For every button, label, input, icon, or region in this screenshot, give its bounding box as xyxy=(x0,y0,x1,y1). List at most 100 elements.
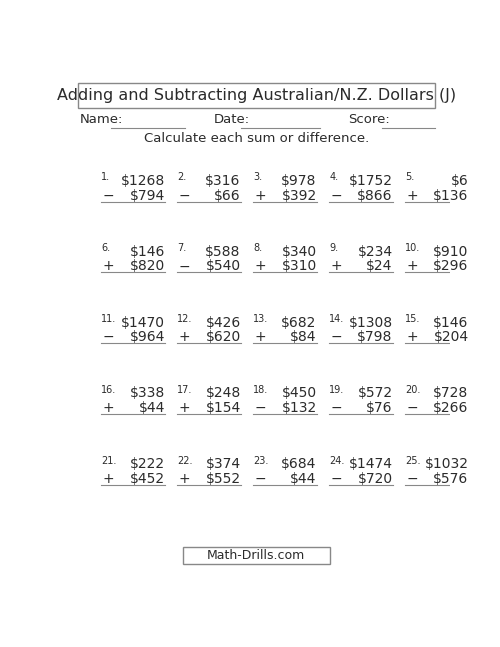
Text: $1308: $1308 xyxy=(348,316,393,329)
Text: 19.: 19. xyxy=(329,385,344,395)
Text: $44: $44 xyxy=(138,401,165,415)
Text: 6.: 6. xyxy=(101,243,110,253)
Text: $978: $978 xyxy=(282,174,316,188)
Text: $1474: $1474 xyxy=(348,457,393,471)
Text: +: + xyxy=(406,259,418,274)
Text: $866: $866 xyxy=(357,188,392,203)
Text: $1470: $1470 xyxy=(121,316,165,329)
Text: 10.: 10. xyxy=(405,243,420,253)
Text: $728: $728 xyxy=(434,386,468,400)
Text: $540: $540 xyxy=(206,259,241,274)
Text: $576: $576 xyxy=(434,472,468,486)
Text: $204: $204 xyxy=(434,330,468,344)
Text: 20.: 20. xyxy=(405,385,420,395)
Text: +: + xyxy=(254,330,266,344)
Text: $426: $426 xyxy=(206,316,241,329)
Text: 2.: 2. xyxy=(177,172,186,182)
Text: 24.: 24. xyxy=(329,455,344,466)
Text: +: + xyxy=(406,188,418,203)
Text: $340: $340 xyxy=(282,245,316,259)
Text: 21.: 21. xyxy=(101,455,116,466)
Text: 5.: 5. xyxy=(405,172,414,182)
Text: $266: $266 xyxy=(433,401,468,415)
Text: $684: $684 xyxy=(282,457,316,471)
Text: −: − xyxy=(330,188,342,203)
Text: −: − xyxy=(330,330,342,344)
Text: +: + xyxy=(254,259,266,274)
Text: $1268: $1268 xyxy=(120,174,165,188)
Text: $44: $44 xyxy=(290,472,316,486)
Text: $234: $234 xyxy=(358,245,392,259)
Text: 15.: 15. xyxy=(405,314,420,324)
Text: $720: $720 xyxy=(358,472,392,486)
Text: $76: $76 xyxy=(366,401,392,415)
Text: $910: $910 xyxy=(433,245,468,259)
Text: $84: $84 xyxy=(290,330,316,344)
Text: $374: $374 xyxy=(206,457,241,471)
Text: 7.: 7. xyxy=(177,243,186,253)
Text: +: + xyxy=(103,472,115,486)
Text: 17.: 17. xyxy=(177,385,192,395)
Text: Name:: Name: xyxy=(80,113,123,126)
Text: $588: $588 xyxy=(206,245,241,259)
Text: +: + xyxy=(179,330,190,344)
Text: $66: $66 xyxy=(214,188,241,203)
Text: Math-Drills.com: Math-Drills.com xyxy=(207,549,306,562)
Text: $132: $132 xyxy=(282,401,316,415)
Text: +: + xyxy=(330,259,342,274)
Text: 4.: 4. xyxy=(329,172,338,182)
Text: −: − xyxy=(179,259,190,274)
Text: $798: $798 xyxy=(358,330,392,344)
Text: −: − xyxy=(330,472,342,486)
FancyBboxPatch shape xyxy=(182,547,330,564)
Text: +: + xyxy=(406,330,418,344)
Text: +: + xyxy=(179,472,190,486)
Text: Calculate each sum or difference.: Calculate each sum or difference. xyxy=(144,132,369,145)
Text: −: − xyxy=(254,401,266,415)
Text: 1.: 1. xyxy=(101,172,110,182)
Text: 25.: 25. xyxy=(405,455,420,466)
Text: Date:: Date: xyxy=(214,113,250,126)
Text: $248: $248 xyxy=(206,386,241,400)
Text: +: + xyxy=(103,401,115,415)
Text: 18.: 18. xyxy=(253,385,268,395)
Text: $964: $964 xyxy=(130,330,165,344)
Text: $6: $6 xyxy=(451,174,468,188)
Text: +: + xyxy=(254,188,266,203)
Text: −: − xyxy=(179,188,190,203)
Text: 8.: 8. xyxy=(253,243,262,253)
Text: Score:: Score: xyxy=(348,113,390,126)
Text: −: − xyxy=(406,472,418,486)
Text: −: − xyxy=(330,401,342,415)
Text: $450: $450 xyxy=(282,386,316,400)
Text: 16.: 16. xyxy=(101,385,116,395)
Text: 13.: 13. xyxy=(253,314,268,324)
Text: 11.: 11. xyxy=(101,314,116,324)
Text: $316: $316 xyxy=(206,174,241,188)
Text: $338: $338 xyxy=(130,386,165,400)
Text: −: − xyxy=(406,401,418,415)
Text: +: + xyxy=(103,259,115,274)
Text: −: − xyxy=(254,472,266,486)
Text: $136: $136 xyxy=(433,188,468,203)
Text: $682: $682 xyxy=(282,316,316,329)
Text: 3.: 3. xyxy=(253,172,262,182)
Text: $146: $146 xyxy=(433,316,468,329)
Text: 14.: 14. xyxy=(329,314,344,324)
Text: +: + xyxy=(179,401,190,415)
Text: $392: $392 xyxy=(282,188,316,203)
Text: −: − xyxy=(103,330,115,344)
Text: $620: $620 xyxy=(206,330,241,344)
Text: −: − xyxy=(103,188,115,203)
Text: 12.: 12. xyxy=(177,314,192,324)
Text: 22.: 22. xyxy=(177,455,192,466)
Text: $154: $154 xyxy=(206,401,241,415)
Text: $24: $24 xyxy=(366,259,392,274)
Text: $146: $146 xyxy=(130,245,165,259)
Text: 9.: 9. xyxy=(329,243,338,253)
Text: $552: $552 xyxy=(206,472,241,486)
Text: $572: $572 xyxy=(358,386,392,400)
Text: $452: $452 xyxy=(130,472,165,486)
FancyBboxPatch shape xyxy=(78,83,434,107)
Text: $1032: $1032 xyxy=(424,457,469,471)
